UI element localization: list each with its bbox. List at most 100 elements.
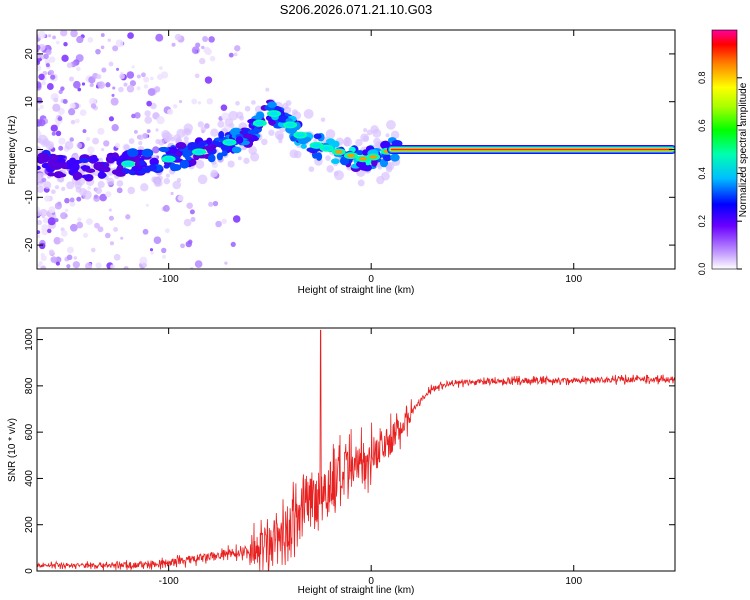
spectrogram-noise-blob	[68, 108, 76, 116]
spectrogram-noise-blob	[79, 109, 87, 116]
spectrogram-noise-blob	[110, 264, 115, 269]
spectrogram-noise-blob	[201, 45, 205, 50]
spectrogram-halo-blob	[140, 183, 149, 192]
snr-xtick-label: 100	[565, 576, 582, 587]
spectrogram-halo-blob	[217, 120, 225, 128]
spectrogram-noise-blob	[45, 63, 50, 68]
spectrogram-noise-blob	[69, 200, 76, 207]
spectrogram-core-center	[255, 121, 264, 126]
spectrogram-noise-blob	[66, 62, 73, 69]
spectrogram-ridge-blob	[209, 144, 217, 150]
spectrogram-noise-blob	[162, 254, 166, 259]
spectrogram-ridge-blob	[267, 101, 277, 108]
spectrogram-noise-blob	[142, 262, 148, 268]
spectrogram-noise-blob	[38, 73, 45, 81]
spectrogram-noise-blob	[69, 223, 78, 232]
spectrogram-halo-blob	[210, 172, 216, 178]
spectrogram-halo-blob	[200, 126, 207, 133]
spectrogram-halo-blob	[92, 137, 99, 145]
spectrogram-halo-blob	[197, 121, 204, 128]
spectrogram-halo-blob	[153, 180, 161, 187]
spectrogram-noise-blob	[190, 216, 196, 222]
spectrogram-noise-blob	[159, 66, 163, 70]
spectrogram-ridge-blob	[102, 166, 111, 173]
spectrogram-noise-blob	[156, 73, 164, 81]
spectrogram-ridge-blob	[97, 171, 106, 179]
spectrogram-noise-blob	[131, 65, 135, 69]
spectrogram-halo-blob	[74, 181, 82, 189]
spectrogram-noise-blob	[150, 251, 154, 255]
spectrogram-halo-blob	[197, 174, 208, 185]
spectrogram-noise-blob	[52, 35, 56, 40]
spectrogram-noise-blob	[38, 260, 43, 266]
spectrogram-noise-blob	[70, 119, 76, 125]
snr-ytick-label: 800	[24, 377, 35, 394]
spectrogram-noise-blob	[126, 71, 135, 79]
spectrogram-noise-blob	[146, 100, 152, 107]
colorbar-tick-label: 0.8	[697, 72, 707, 85]
spectrogram-noise-blob	[138, 141, 143, 146]
spectrogram-ridge-blob	[242, 133, 254, 139]
spectrogram-noise-blob	[100, 45, 105, 50]
spectrogram-xtick-label: -100	[159, 274, 179, 285]
spectrogram-ridge-blob	[170, 164, 182, 172]
spectrogram-noise-blob	[204, 48, 212, 56]
snr-ylabel: SNR (10 * v/v)	[7, 418, 18, 482]
spectrogram-ridge-blob	[91, 154, 98, 160]
spectrogram-noise-blob	[105, 191, 112, 198]
spectrogram-noise-blob	[108, 215, 114, 221]
colorbar-tick-label: 0.2	[697, 215, 707, 228]
spectrogram-noise-blob	[58, 145, 64, 151]
spectrogram-ridge-blob	[216, 152, 224, 161]
colorbar-ticks: 0.0 0.2 0.4 0.6 0.8	[697, 72, 742, 275]
spectrogram-ridge-blob	[300, 143, 307, 149]
spectrogram-ridge-blob	[235, 136, 244, 144]
spectrogram-halo-blob	[289, 149, 299, 159]
spectrogram-noise-blob	[77, 217, 82, 222]
spectrogram-noise-blob	[103, 140, 110, 147]
spectrogram-halo-blob	[261, 138, 268, 146]
spectrogram-halo-blob	[42, 138, 50, 147]
spectrogram-ridge-blob	[197, 144, 205, 149]
spectrogram-halo-blob	[183, 127, 190, 134]
spectrogram-noise-blob	[72, 261, 80, 269]
spectrogram-noise-blob	[126, 85, 135, 93]
spectrogram-ridge-blob	[93, 161, 105, 171]
spectrogram-noise-blob	[41, 177, 47, 183]
spectrogram-noise-blob	[85, 262, 93, 269]
spectrogram-noise-blob	[115, 142, 121, 149]
spectrogram-noise-blob	[156, 116, 165, 125]
spectrogram-noise-blob	[170, 191, 174, 196]
spectrogram-halo-blob	[268, 129, 275, 136]
spectrogram-halo-blob	[97, 180, 105, 189]
spectrogram-noise-blob	[39, 104, 44, 110]
spectrogram-noise-blob	[37, 52, 42, 59]
spectrogram-ridge-blob	[81, 174, 93, 179]
spectrogram-noise-blob	[142, 132, 149, 139]
spectrogram-noise-blob	[220, 104, 228, 111]
spectrogram-noise-blob	[37, 107, 41, 111]
spectrogram-core-center	[124, 162, 133, 166]
spectrogram-noise-blob	[149, 248, 154, 252]
spectrogram-noise-blob	[136, 74, 141, 79]
spectrogram-halo-blob	[325, 155, 331, 161]
spectrogram-noise-blob	[37, 81, 42, 89]
spectrogram-ylabel: Frequency (Hz)	[7, 116, 18, 185]
spectrogram-noise-blob	[187, 239, 193, 245]
snr-frame	[36, 327, 676, 572]
spectrogram-noise-blob	[83, 232, 88, 238]
spectrogram-noise-blob	[41, 228, 49, 236]
spectrogram-halo-blob	[244, 105, 251, 112]
spectrogram-noise-blob	[45, 49, 52, 56]
spectrogram-noise-blob	[41, 215, 45, 219]
spectrogram-halo-blob	[308, 166, 315, 172]
spectrogram-halo-blob	[385, 133, 390, 138]
spectrogram-noise-blob	[62, 99, 68, 104]
spectrogram-core-center	[334, 150, 343, 154]
spectrogram-halo-blob	[224, 118, 234, 127]
spectrogram-noise-blob	[48, 34, 52, 38]
spectrogram-halo-blob	[278, 139, 283, 144]
spectrogram-noise-blob	[55, 40, 60, 45]
spectrogram-noise-blob	[192, 48, 198, 54]
spectrogram-ridge-blob	[231, 146, 242, 154]
